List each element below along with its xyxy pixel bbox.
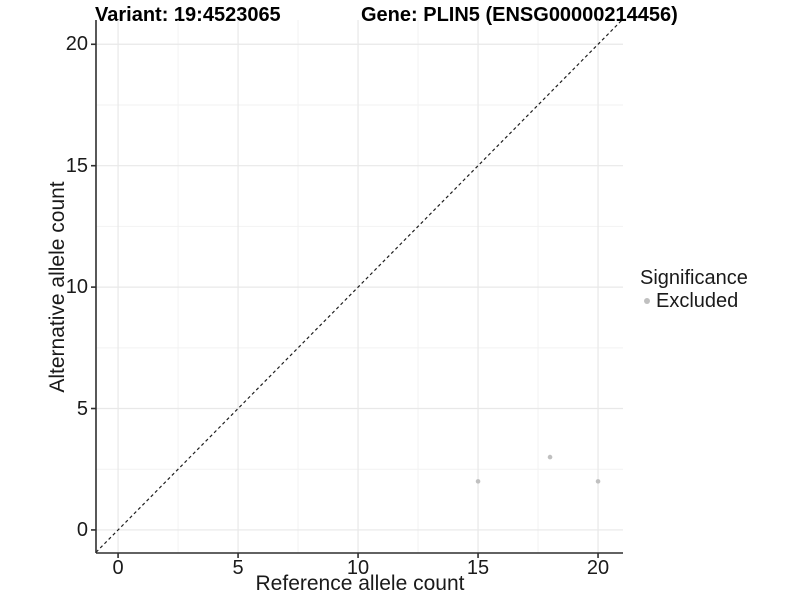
- x-tick-label: 20: [586, 557, 610, 579]
- legend-key: [640, 294, 654, 308]
- x-tick-label: 15: [466, 557, 490, 579]
- y-tick-label: 15: [65, 154, 88, 177]
- variant-title: Variant: 19:4523065: [95, 4, 281, 26]
- data-point: [595, 479, 601, 484]
- x-axis-title: Reference allele count: [255, 572, 465, 595]
- y-axis-title: Alternative allele count: [46, 181, 69, 393]
- data-point: [475, 479, 481, 484]
- x-tick-label: 5: [232, 557, 244, 579]
- legend-title: Significance: [640, 267, 748, 289]
- excluded-point-icon: [644, 298, 650, 304]
- identity-dashed-line: [95, 19, 623, 553]
- legend: Significance Excluded: [640, 266, 748, 312]
- y-tick-label: 0: [76, 518, 88, 541]
- x-tick-label: 10: [346, 557, 370, 579]
- legend-item-excluded: Excluded: [640, 290, 748, 312]
- x-tick-label: 0: [112, 557, 124, 579]
- data-point: [547, 454, 553, 460]
- y-tick-label: 10: [65, 276, 88, 299]
- y-tick-label: 20: [65, 33, 88, 56]
- y-tick-label: 5: [76, 397, 88, 420]
- legend-item-label: Excluded: [656, 290, 739, 312]
